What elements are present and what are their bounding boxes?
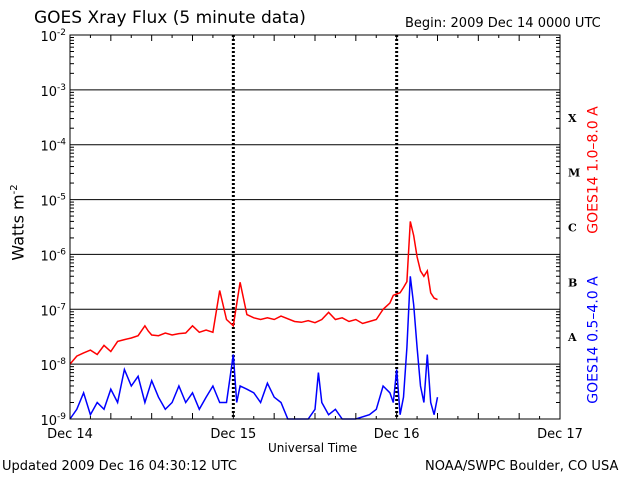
begin-time: Begin: 2009 Dec 14 0000 UTC (405, 16, 601, 31)
y-tick-exponent: -3 (57, 83, 66, 93)
y-tick-exponent: -6 (57, 247, 66, 257)
grid-lines (70, 34, 560, 420)
updated-timestamp: Updated 2009 Dec 16 04:30:12 UTC (2, 459, 237, 474)
x-tick-label: Dec 16 (374, 427, 420, 442)
y-axis-title-text: Watts m (8, 193, 28, 261)
flare-class-labels: X M C B A (567, 112, 580, 344)
y-tick-label: 10-2 (40, 28, 66, 45)
flare-class-label: C (568, 221, 577, 234)
y-tick-exponent: -2 (57, 28, 66, 38)
series-short-wave (69, 276, 439, 420)
y-tick-label: 10-3 (40, 83, 66, 100)
day-markers (231, 35, 399, 419)
x-axis-ticks: Dec 14 Dec 15 Dec 16 Dec 17 (47, 35, 583, 442)
y-tick-label: 10-7 (40, 302, 66, 319)
flare-class-label: X (568, 112, 577, 125)
flare-class-label: B (568, 276, 577, 289)
y-tick-exponent: -8 (57, 357, 66, 367)
x-tick-label: Dec 17 (537, 427, 583, 442)
plot-frame (69, 34, 561, 420)
series-lines (69, 221, 439, 420)
flare-class-label: A (567, 331, 577, 344)
chart-title: GOES Xray Flux (5 minute data) (34, 8, 306, 28)
y-tick-exponent: -9 (57, 412, 66, 422)
series-long-wave (69, 221, 438, 365)
y-tick-label: 10-4 (40, 138, 66, 155)
y-axis-ticks: 10-210-310-410-510-610-710-810-9 (40, 28, 560, 429)
y-tick-label: 10-8 (40, 357, 66, 374)
x-tick-label: Dec 14 (47, 427, 93, 442)
x-tick-label: Dec 15 (210, 427, 256, 442)
y-tick-label: 10-6 (40, 247, 66, 264)
legend-blue-series: GOES14 0.5–4.0 A (585, 276, 602, 404)
y-tick-exponent: -7 (57, 302, 66, 312)
y-tick-exponent: -5 (57, 193, 66, 203)
legend-red-series: GOES14 1.0–8.0 A (585, 106, 602, 234)
flare-class-label: M (568, 167, 580, 180)
y-axis-title-exponent: -2 (9, 183, 21, 194)
y-tick-label: 10-5 (40, 193, 66, 210)
credit-label: NOAA/SWPC Boulder, CO USA (425, 459, 619, 474)
y-axis-title: Watts m-2 (9, 184, 28, 260)
x-axis-title: Universal Time (268, 441, 358, 455)
y-tick-exponent: -4 (57, 138, 66, 148)
